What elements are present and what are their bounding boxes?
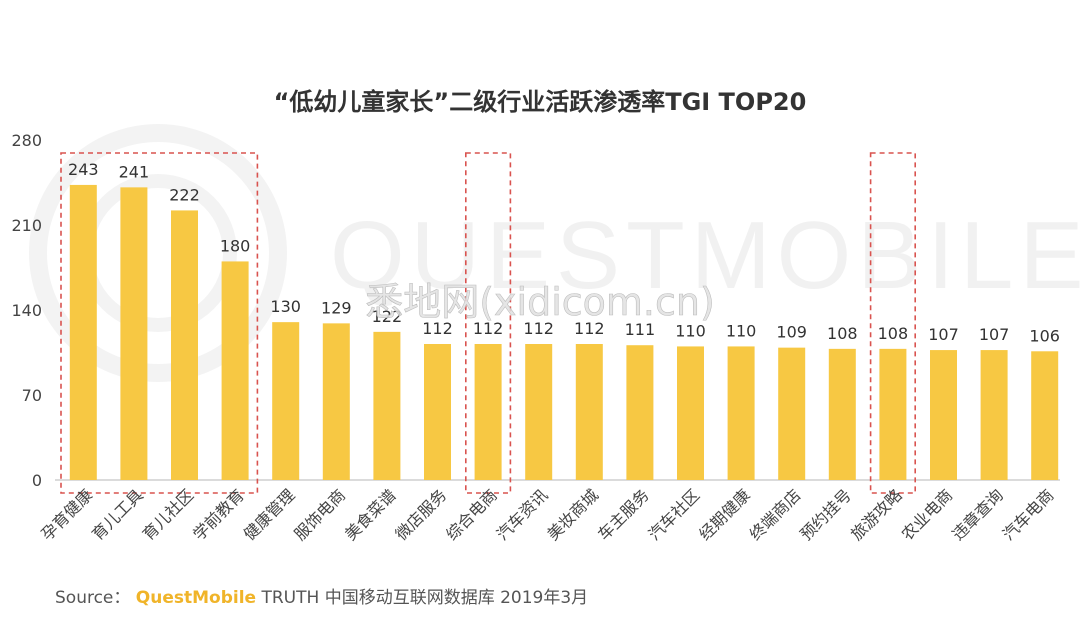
category-label: 违章查询 [948,485,1007,544]
category-label: 终端商店 [746,485,805,544]
bar [272,322,300,480]
category-label: 经期健康 [695,485,754,544]
data-label: 243 [68,160,99,179]
bar [474,344,502,480]
y-tick-label: 70 [22,386,42,405]
category-label: 健康管理 [240,485,299,544]
category-label: 微店服务 [392,485,451,544]
bar [778,347,806,480]
category-label: 农业电商 [898,485,957,544]
bar-series [69,184,1059,480]
data-label: 222 [169,185,200,204]
watermark: QUESTMOBILE [29,124,1080,382]
category-label: 旅游攻略 [847,485,906,544]
data-label: 112 [422,319,453,338]
watermark-text: QUESTMOBILE [330,202,1080,309]
data-label: 122 [372,307,403,326]
bar [575,344,603,480]
category-label: 服饰电商 [290,485,349,544]
bar [322,323,350,480]
category-label: 预约挂号 [796,485,855,544]
data-label: 112 [574,319,605,338]
highlight-box [464,152,512,494]
bar [1031,351,1059,480]
bar [930,350,957,480]
data-label: 108 [827,324,858,343]
data-label: 110 [726,321,757,340]
y-axis: 0 70 140 210 280 [11,131,42,490]
category-label: 孕育健康 [37,485,96,544]
category-label: 美妆商城 [543,485,602,544]
category-label: 育儿工具 [88,485,147,544]
highlight-box [869,152,916,494]
data-label: 130 [270,297,301,316]
highlight-boxes [60,152,916,494]
category-label: 汽车资讯 [493,485,552,544]
bar [828,348,856,480]
bar [69,184,97,480]
source-brand: QuestMobile [135,588,257,608]
data-label: 180 [220,236,251,255]
highlight-box [60,152,259,494]
data-label: 112 [523,319,554,338]
data-labels: 243 241 222 180 130 129 122 112 112 112 112 111 110 1… [68,160,1060,345]
category-labels: 孕育健康育儿工具育儿社区学前教育健康管理服饰电商美食菜谱微店服务综合电商汽车资讯… [37,485,1057,544]
bar [980,350,1008,480]
source-text: TRUTH 中国移动互联网数据库 2019年3月 [261,588,589,608]
bar [626,345,654,480]
category-label: 学前教育 [189,485,248,544]
category-label: 美食菜谱 [341,485,400,544]
bar [120,187,148,480]
data-label: 241 [119,162,150,181]
data-label: 129 [321,298,352,317]
y-tick-label: 140 [11,301,42,320]
category-label: 汽车电商 [999,485,1058,544]
data-label: 111 [625,320,656,339]
data-label: 112 [473,319,504,338]
bar [879,348,907,480]
bar [373,331,401,480]
data-label: 109 [776,323,807,342]
bar [525,344,553,480]
data-label: 107 [979,325,1010,344]
category-label: 育儿社区 [139,485,198,544]
source-line: Source： QuestMobile TRUTH 中国移动互联网数据库 201… [55,583,588,608]
data-label: 108 [878,324,909,343]
y-tick-label: 280 [11,131,42,150]
data-label: 106 [1029,326,1060,345]
bar [727,346,755,480]
watermark-logo-icon [29,124,287,382]
data-label: 107 [928,325,959,344]
source-label: Source： [55,588,131,608]
chart-title: “低幼儿童家长”二级行业活跃渗透率TGI TOP20 [274,88,807,116]
bar [424,344,451,480]
watermark-logo-inner-icon [79,174,237,332]
category-label: 汽车社区 [645,485,704,544]
bar [171,210,198,480]
bar [221,261,249,480]
overlay-watermark: 悉地网(xidicom.cn) [365,280,715,324]
data-label: 110 [675,321,706,340]
y-tick-label: 0 [32,471,42,490]
bar [677,346,704,480]
y-tick-label: 210 [11,216,42,235]
category-label: 车主服务 [594,485,653,544]
category-label: 综合电商 [442,485,501,544]
